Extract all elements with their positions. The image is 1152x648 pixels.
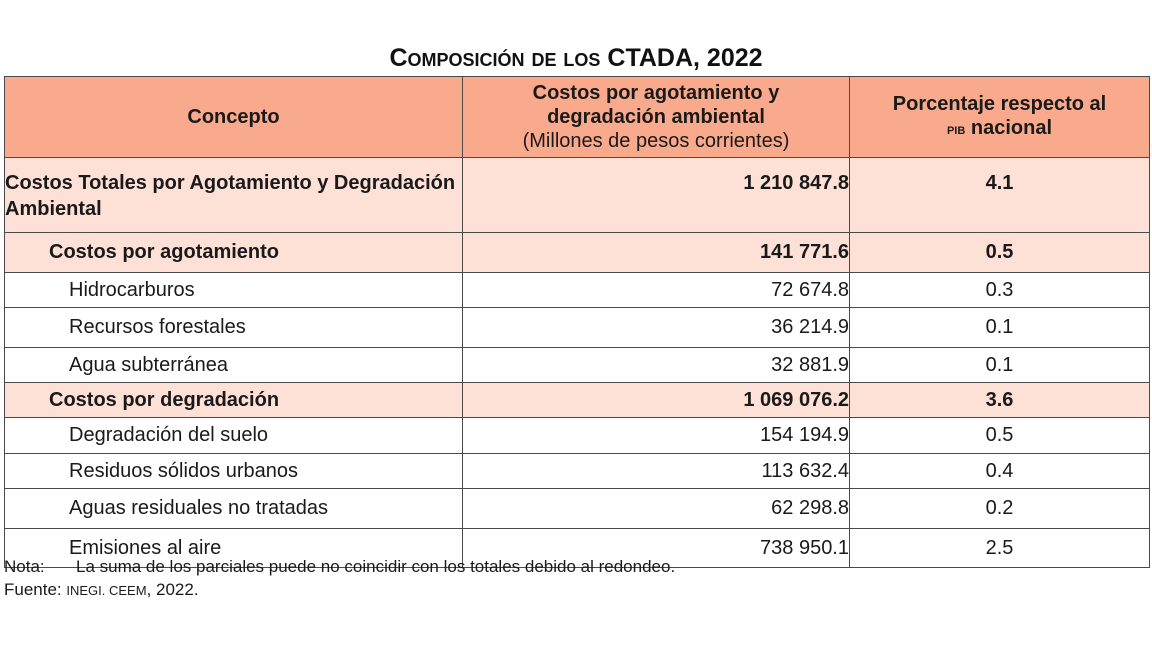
row-value: 32 881.9 [462, 347, 850, 383]
row-concept: Emisiones al aire [4, 528, 463, 568]
table-row: Residuos sólidos urbanos 113 632.4 0.4 [4, 453, 1150, 489]
header-costs-units: (Millones de pesos corrientes) [522, 130, 790, 152]
table-note: Nota: La suma de los parciales puede no c… [4, 557, 675, 577]
header-costs-line2: degradación ambiental [547, 106, 765, 128]
row-concept: Recursos forestales [4, 307, 463, 348]
note-text: La suma de los parciales puede no coinci… [76, 557, 676, 576]
row-concept: Hidrocarburos [4, 272, 463, 308]
table-row: Emisiones al aire 738 950.1 2.5 [4, 528, 1150, 568]
row-pct: 0.1 [849, 347, 1150, 383]
note-label: Nota: [4, 557, 45, 576]
row-value: 36 214.9 [462, 307, 850, 348]
table-row: Aguas residuales no tratadas 62 298.8 0.… [4, 488, 1150, 529]
row-pct: 0.2 [849, 488, 1150, 529]
title-rest: CTADA, 2022 [607, 44, 763, 72]
title-cap: C [389, 44, 408, 72]
header-pct: Porcentaje respecto al pib nacional [849, 76, 1150, 158]
row-value: 141 771.6 [462, 232, 850, 273]
row-pct: 4.1 [849, 157, 1150, 233]
row-pct: 0.5 [849, 232, 1150, 273]
row-pct: 0.5 [849, 417, 1150, 454]
table-title: Composición de los CTADA, 2022 [0, 44, 1152, 73]
row-concept: Costos por degradación [4, 382, 463, 418]
row-value: 72 674.8 [462, 272, 850, 308]
table-row-total: Costos Totales por Agotamiento y Degrada… [4, 157, 1150, 233]
table-row: Recursos forestales 36 214.9 0.1 [4, 307, 1150, 348]
table-row-subtotal: Costos por degradación 1 069 076.2 3.6 [4, 382, 1150, 418]
row-value: 1 210 847.8 [462, 157, 850, 233]
header-pct-pib: pib [946, 121, 966, 138]
header-costs: Costos por agotamiento y degradación amb… [462, 76, 850, 158]
row-concept: Aguas residuales no tratadas [4, 488, 463, 529]
row-value: 154 194.9 [462, 417, 850, 454]
source-year: , 2022. [146, 580, 199, 599]
header-row: Concepto Costos por agotamiento y degrad… [4, 76, 1150, 158]
source-label: Fuente: [4, 580, 67, 599]
table-row-subtotal: Costos por agotamiento 141 771.6 0.5 [4, 232, 1150, 273]
source-org: INEGI. CEEM [66, 583, 147, 598]
table-row: Agua subterránea 32 881.9 0.1 [4, 347, 1150, 383]
row-concept: Costos Totales por Agotamiento y Degrada… [4, 157, 463, 233]
title-smallcaps: omposición de los [407, 44, 608, 72]
row-value: 113 632.4 [462, 453, 850, 489]
header-pct-line1: Porcentaje respecto al [892, 93, 1107, 115]
table-row: Hidrocarburos 72 674.8 0.3 [4, 272, 1150, 308]
row-pct: 0.4 [849, 453, 1150, 489]
header-pct-line2: nacional [965, 117, 1053, 139]
row-value: 62 298.8 [462, 488, 850, 529]
ctada-table: Concepto Costos por agotamiento y degrad… [4, 76, 1150, 568]
row-value: 738 950.1 [462, 528, 850, 568]
row-concept: Costos por agotamiento [4, 232, 463, 273]
row-pct: 0.1 [849, 307, 1150, 348]
row-value: 1 069 076.2 [462, 382, 850, 418]
header-concept-label: Concepto [187, 106, 280, 128]
row-pct: 2.5 [849, 528, 1150, 568]
table-source: Fuente: INEGI. CEEM, 2022. [4, 580, 199, 600]
header-concept: Concepto [4, 76, 463, 158]
row-pct: 3.6 [849, 382, 1150, 418]
row-concept: Degradación del suelo [4, 417, 463, 454]
table-row: Degradación del suelo 154 194.9 0.5 [4, 417, 1150, 454]
row-pct: 0.3 [849, 272, 1150, 308]
row-concept: Residuos sólidos urbanos [4, 453, 463, 489]
row-concept: Agua subterránea [4, 347, 463, 383]
header-costs-line1: Costos por agotamiento y [532, 82, 780, 104]
